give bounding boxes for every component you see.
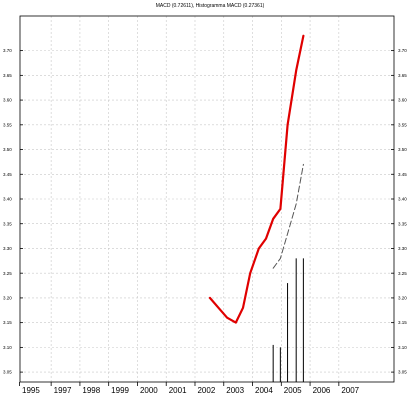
- macd-line: [208, 34, 305, 324]
- x-tick-label: 1999: [111, 386, 129, 395]
- y-tick-label-right: 3.10: [398, 345, 407, 350]
- series: [208, 34, 305, 324]
- chart-title: MACD (0.72611), Histogramma MACD (0.2736…: [156, 3, 265, 9]
- grid-lines: [20, 16, 394, 382]
- y-tick-label-left: 3.45: [3, 172, 12, 177]
- y-tick-label-right: 3.30: [398, 246, 407, 251]
- y-tick-label-right: 3.65: [398, 73, 407, 78]
- y-axis-right: 3.05 3.10 3.15 3.20 3.25 3.30 3.35 3.40 3.45 3.50…: [391, 48, 407, 375]
- x-tick-label: 1997: [54, 386, 72, 395]
- y-axis-left: 3.05 3.10 3.15 3.20 3.25 3.30 3.35 3.40 3.45 3.50…: [3, 48, 23, 375]
- x-tick-label: 1995: [22, 386, 40, 395]
- y-tick-label-left: 3.55: [3, 122, 12, 127]
- y-tick-label-left: 3.15: [3, 320, 12, 325]
- x-tick-label: 2005: [284, 386, 302, 395]
- x-tick-label: 2004: [255, 386, 273, 395]
- y-tick-label-left: 3.40: [3, 197, 12, 202]
- y-tick-label-right: 3.20: [398, 296, 407, 301]
- y-tick-label-left: 3.25: [3, 271, 12, 276]
- y-tick-label-left: 3.20: [3, 296, 12, 301]
- y-tick-label-right: 3.50: [398, 147, 407, 152]
- y-tick-label-left: 3.50: [3, 147, 12, 152]
- y-tick-label-right: 3.05: [398, 370, 407, 375]
- y-tick-label-left: 3.05: [3, 370, 12, 375]
- y-tick-label-right: 3.45: [398, 172, 407, 177]
- y-tick-label-left: 3.10: [3, 345, 12, 350]
- x-tick-label: 2006: [313, 386, 331, 395]
- y-tick-label-right: 3.15: [398, 320, 407, 325]
- y-tick-label-right: 3.70: [398, 48, 407, 53]
- histogram: [272, 258, 304, 382]
- y-tick-label-left: 3.35: [3, 221, 12, 226]
- x-tick-label: 1998: [82, 386, 100, 395]
- signal-line: [272, 163, 304, 269]
- y-tick-label-left: 3.60: [3, 98, 12, 103]
- x-tick-label: 2002: [197, 386, 215, 395]
- y-tick-label-left: 3.70: [3, 48, 12, 53]
- x-tick-label: 2007: [341, 386, 359, 395]
- x-tick-label: 2003: [226, 386, 244, 395]
- x-tick-label: 2001: [169, 386, 187, 395]
- y-tick-label-right: 3.35: [398, 221, 407, 226]
- x-tick-label: 2000: [140, 386, 158, 395]
- y-tick-label-right: 3.60: [398, 98, 407, 103]
- x-axis: 1995 1997 1998 1999 2000 2001 2002 2003 2004 2005…: [19, 382, 360, 395]
- y-tick-label-right: 3.25: [398, 271, 407, 276]
- y-tick-label-left: 3.65: [3, 73, 12, 78]
- y-tick-label-left: 3.30: [3, 246, 12, 251]
- y-tick-label-right: 3.40: [398, 197, 407, 202]
- y-tick-label-right: 3.55: [398, 122, 407, 127]
